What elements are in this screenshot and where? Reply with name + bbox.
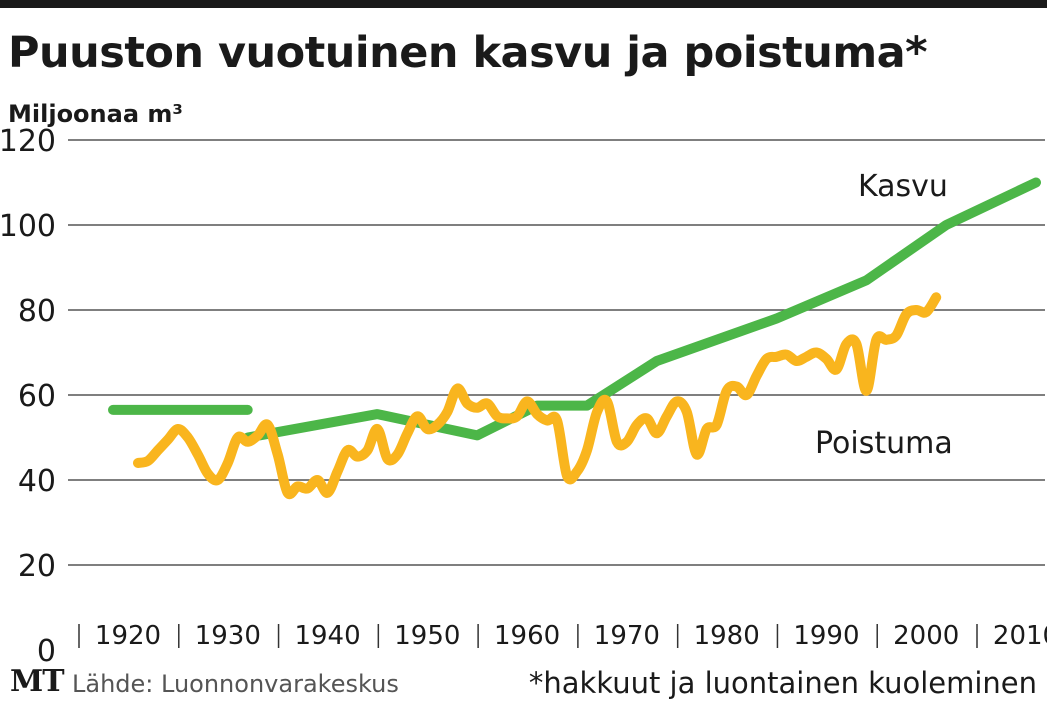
x-tick-label: 1960 — [494, 621, 560, 651]
series-line-poistuma — [133, 292, 942, 500]
x-tick-label: 1940 — [294, 621, 360, 651]
x-tick-label: 1970 — [594, 621, 660, 651]
y-axis-unit: Miljoonaa m³ — [8, 100, 183, 128]
series-label-poistuma: Poistuma — [815, 426, 953, 461]
x-tick-label: 1980 — [694, 621, 760, 651]
x-tick-label: 1930 — [195, 621, 261, 651]
y-tick-label: 80 — [18, 294, 56, 329]
series-label-kasvu: Kasvu — [858, 169, 948, 204]
footnote: *hakkuut ja luontainen kuoleminen — [528, 666, 1037, 700]
publisher-logo: MT — [10, 664, 65, 699]
y-tick-label: 0 — [37, 634, 56, 669]
y-tick-label: 120 — [0, 124, 56, 159]
y-tick-label: 20 — [18, 549, 56, 584]
top-rule — [0, 0, 1047, 8]
x-tick-label: 1990 — [793, 621, 859, 651]
x-tick-label: 1950 — [394, 621, 460, 651]
y-tick-label: 40 — [18, 464, 56, 499]
y-tick-label: 100 — [0, 209, 56, 244]
chart-title: Puuston vuotuinen kasvu ja poistuma* — [8, 28, 928, 78]
x-tick-label: 2010 — [993, 621, 1047, 651]
source-text: Lähde: Luonnonvarakeskus — [72, 670, 399, 698]
grid-lines — [68, 139, 1045, 566]
x-tick-label: 2000 — [893, 621, 959, 651]
x-tick-label: 1920 — [95, 621, 161, 651]
y-tick-label: 60 — [18, 379, 56, 414]
series-lines — [108, 177, 1041, 500]
y-tick-labels: 0 20 40 60 80 100 120 — [0, 124, 56, 669]
x-tick-labels: 1920 1930 1940 1950 1960 1970 1980 1990 2000 2010 — [78, 621, 1047, 651]
